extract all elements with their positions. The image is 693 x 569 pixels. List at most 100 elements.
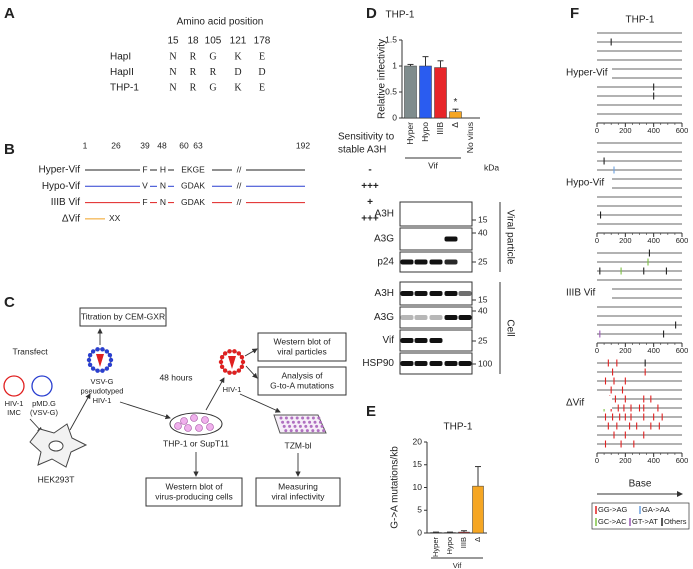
- arrow: [69, 393, 91, 431]
- position-label: 48: [157, 140, 167, 150]
- cell-dot: [174, 422, 182, 430]
- row-label: THP-1: [110, 83, 139, 94]
- residue: N: [160, 197, 166, 207]
- cell-label: THP-1 or SupT11: [163, 438, 229, 448]
- virion-dot: [100, 347, 105, 352]
- position-label: 15: [167, 36, 179, 47]
- bar: [419, 65, 432, 119]
- residue: R: [190, 82, 197, 93]
- blot-group-label: Cell: [504, 319, 515, 336]
- marker-label: 15: [478, 294, 488, 304]
- residue: XX: [109, 213, 121, 223]
- blot-group-label: Viral particle: [504, 210, 515, 265]
- blot: [399, 201, 473, 227]
- residue: GDAK: [181, 181, 205, 191]
- virion-dot: [236, 368, 242, 373]
- assay-box: [79, 307, 167, 327]
- band: [458, 291, 472, 296]
- residue: G: [209, 82, 216, 93]
- band: [444, 236, 458, 242]
- well: [291, 420, 295, 424]
- well: [286, 420, 290, 424]
- band: [444, 361, 458, 366]
- cell-dot: [190, 414, 198, 422]
- table-header: Amino acid position: [177, 17, 264, 28]
- band: [414, 361, 428, 366]
- chart-title: THP-1: [626, 15, 655, 26]
- y-tick-label: 0.5: [385, 86, 397, 96]
- band: [400, 291, 414, 296]
- group-label: ΔVif: [566, 398, 584, 409]
- cell-dot: [201, 416, 209, 424]
- y-tick-label: 1: [392, 60, 397, 70]
- virion-dot: [107, 362, 113, 367]
- residue: E: [259, 82, 265, 93]
- bar: [434, 67, 447, 119]
- x-tick-label: 600: [676, 236, 689, 245]
- box-text: viral particles: [277, 346, 327, 356]
- marker-label: 25: [478, 335, 488, 345]
- marker-label: 25: [478, 256, 488, 266]
- well: [282, 424, 286, 428]
- band: [400, 338, 414, 343]
- well: [320, 424, 324, 428]
- y-tick-label: 20: [413, 436, 423, 446]
- sensitivity: -: [368, 165, 371, 176]
- variant-name: IIIB Vif: [51, 197, 80, 208]
- break-mark: //: [237, 197, 242, 207]
- band: [458, 361, 472, 366]
- nucleus: [48, 440, 64, 452]
- capsid: [96, 354, 104, 367]
- x-tick-label: Δ: [450, 122, 460, 128]
- virion-dot: [239, 364, 245, 369]
- chart-title: THP-1: [386, 10, 415, 21]
- x-tick-label: 0: [595, 346, 599, 355]
- label-bg: [564, 396, 612, 409]
- well: [289, 429, 293, 433]
- virion-dot: [107, 353, 113, 358]
- well: [293, 424, 297, 428]
- blot-label: A3H: [375, 209, 394, 220]
- annotation: *: [454, 97, 458, 108]
- well: [306, 416, 310, 420]
- residue: N: [160, 181, 166, 191]
- virion-dot: [87, 353, 93, 358]
- group-label: Hyper-Vif: [566, 68, 608, 79]
- x-tick-label: 200: [619, 346, 632, 355]
- well: [279, 416, 283, 420]
- position-label: 60: [179, 140, 189, 150]
- virion-dot: [219, 364, 225, 369]
- band: [400, 361, 414, 366]
- virion-dot: [236, 351, 242, 356]
- well: [315, 424, 319, 428]
- sensitivity: +: [367, 197, 373, 208]
- x-tick-label: 200: [619, 456, 632, 465]
- residue: G: [209, 51, 216, 62]
- virus-label: pseudotyped: [81, 386, 124, 395]
- virus-label: HIV-1: [93, 396, 112, 405]
- band: [400, 259, 414, 265]
- well: [298, 424, 302, 428]
- blot: [399, 306, 473, 329]
- blot-label: A3G: [374, 234, 394, 245]
- residue: R: [190, 51, 197, 62]
- residue: H: [160, 164, 166, 174]
- well: [295, 416, 299, 420]
- panel-label: F: [570, 5, 579, 22]
- marker-label: 100: [478, 358, 492, 368]
- assay-box: [257, 332, 347, 362]
- arrow: [239, 393, 281, 413]
- legend-label: Others: [664, 517, 687, 526]
- arrow: [245, 365, 258, 379]
- x-tick-label: 400: [647, 236, 660, 245]
- marker-label: 40: [478, 305, 488, 315]
- x-tick-label: Hyper: [405, 122, 415, 145]
- assay-box: [255, 477, 341, 507]
- capsid: [228, 356, 236, 369]
- virion-dot: [232, 370, 237, 375]
- panel-label: D: [366, 5, 377, 22]
- label-bg: [564, 176, 612, 189]
- x-tick-label: Δ: [473, 537, 482, 542]
- residue: K: [234, 82, 242, 93]
